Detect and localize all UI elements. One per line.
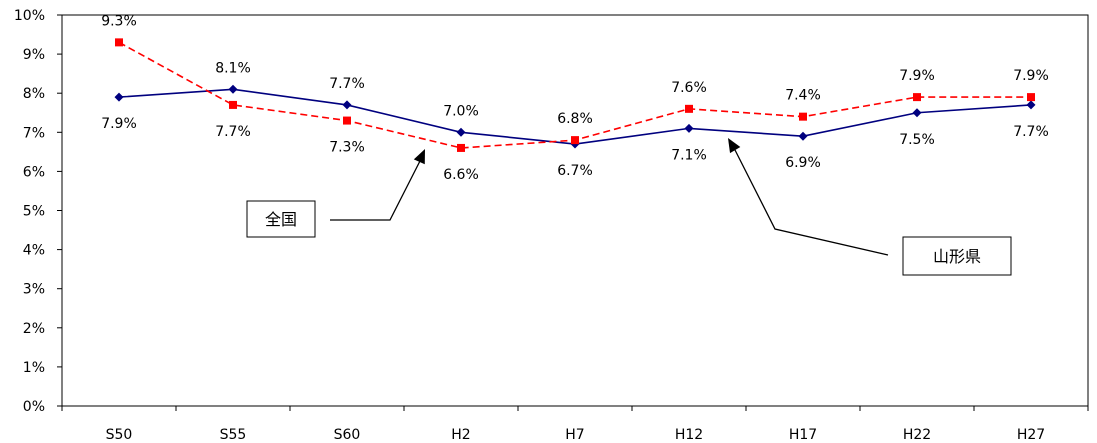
data-label: 7.7% bbox=[329, 76, 365, 92]
x-tick-label: H17 bbox=[789, 427, 817, 443]
data-point bbox=[343, 116, 351, 125]
data-point bbox=[115, 38, 123, 47]
data-labels: 9.3% 7.9% 8.1% 7.7% 7.7% 7.3% 7.0% 6.6% 6.8% 6.7%… bbox=[101, 13, 1049, 183]
arrow-head bbox=[728, 138, 741, 154]
data-point bbox=[913, 93, 921, 102]
data-label: 6.9% bbox=[785, 155, 821, 171]
y-tick-label: 1% bbox=[23, 360, 45, 376]
x-tick-label: H27 bbox=[1017, 427, 1045, 443]
axes: 0% 1% 2% 3% 4% 5% 6% 7% 8% 9% 10% S50 S55 S60 H2 H7 H12 H… bbox=[14, 8, 1089, 443]
y-tick-label: 6% bbox=[23, 164, 45, 180]
data-point bbox=[228, 84, 238, 94]
legend-box bbox=[246, 200, 316, 238]
series-line-1 bbox=[118, 41, 1031, 149]
data-label: 6.8% bbox=[557, 111, 593, 127]
y-tick-label: 7% bbox=[23, 125, 45, 141]
x-tick-label: H22 bbox=[903, 427, 931, 443]
data-point bbox=[342, 100, 352, 110]
data-point bbox=[114, 92, 124, 102]
data-label: 7.5% bbox=[899, 132, 935, 148]
data-label: 9.3% bbox=[101, 13, 137, 29]
data-point bbox=[799, 112, 807, 121]
arrow-head bbox=[413, 149, 425, 165]
legend-label: 山形県 bbox=[933, 247, 981, 266]
leader-line bbox=[733, 147, 889, 256]
data-label: 6.7% bbox=[557, 163, 593, 179]
x-tick-label: S50 bbox=[106, 427, 133, 443]
data-point bbox=[798, 131, 808, 141]
leader-line bbox=[330, 158, 422, 221]
y-tick-label: 0% bbox=[23, 399, 45, 415]
data-point bbox=[229, 100, 237, 109]
y-tick-label: 2% bbox=[23, 321, 45, 337]
data-label: 7.9% bbox=[101, 116, 137, 132]
x-tick-label: S55 bbox=[220, 427, 247, 443]
x-tick-label: S60 bbox=[334, 427, 361, 443]
series-layer bbox=[114, 38, 1036, 152]
data-point bbox=[1026, 100, 1036, 110]
y-tick-label: 5% bbox=[23, 204, 45, 220]
data-label: 7.3% bbox=[329, 140, 365, 156]
data-label: 7.1% bbox=[671, 147, 707, 163]
y-tick-label: 8% bbox=[23, 86, 45, 102]
y-tick-label: 3% bbox=[23, 282, 45, 298]
data-label: 7.9% bbox=[899, 68, 935, 84]
data-label: 7.4% bbox=[785, 88, 821, 104]
data-point bbox=[456, 127, 466, 137]
y-tick-label: 4% bbox=[23, 243, 45, 259]
data-label: 7.7% bbox=[215, 124, 251, 140]
y-tick-label: 10% bbox=[14, 8, 45, 24]
legend-box bbox=[902, 236, 1012, 276]
data-label: 7.7% bbox=[1013, 124, 1049, 140]
x-tick-label: H2 bbox=[451, 427, 470, 443]
data-point bbox=[685, 104, 693, 113]
data-point bbox=[912, 108, 922, 118]
data-label: 7.6% bbox=[671, 80, 707, 96]
data-point bbox=[457, 143, 465, 152]
y-tick-label: 9% bbox=[23, 47, 45, 63]
data-label: 7.0% bbox=[443, 103, 479, 119]
data-point bbox=[571, 136, 579, 145]
legend-label: 全国 bbox=[265, 210, 297, 229]
data-point bbox=[1027, 93, 1035, 102]
x-tick-label: H7 bbox=[565, 427, 584, 443]
data-label: 6.6% bbox=[443, 167, 479, 183]
x-tick-label: H12 bbox=[675, 427, 703, 443]
data-point bbox=[684, 123, 694, 133]
data-label: 7.9% bbox=[1013, 68, 1049, 84]
data-label: 8.1% bbox=[215, 60, 251, 76]
